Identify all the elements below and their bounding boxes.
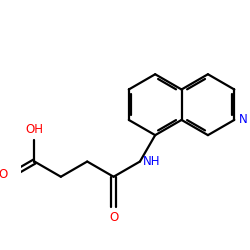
Text: NH: NH [143,155,161,168]
Text: O: O [0,168,8,181]
Text: N: N [239,114,248,126]
Text: O: O [109,211,118,224]
Text: OH: OH [26,123,44,136]
